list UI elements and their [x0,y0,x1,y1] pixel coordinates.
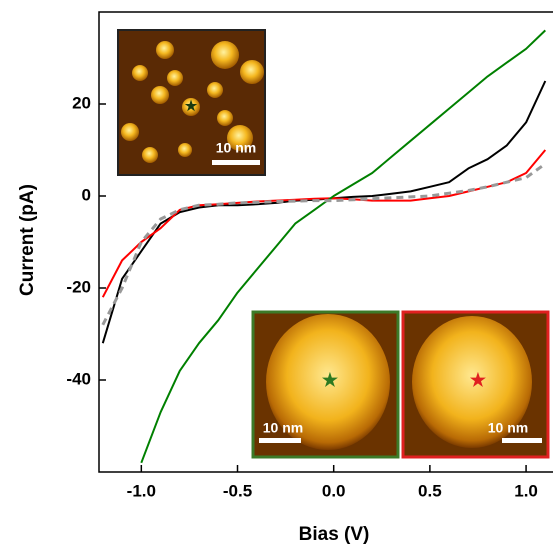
inset-red: ★ 10 nm [401,310,550,459]
svg-text:★: ★ [470,370,487,390]
data-line [140,29,546,464]
y-tick-label: 0 [82,185,91,204]
inset-green: ★ 10 nm [251,310,400,459]
scale-label: 10 nm [263,420,303,436]
plot-area [101,29,547,464]
svg-text:★: ★ [322,370,339,390]
y-tick-label: -40 [66,369,91,388]
x-tick-label: 0.5 [418,481,442,500]
x-tick-label: 1.0 [514,481,538,500]
data-line [101,162,547,326]
x-tick-label: -1.0 [127,481,156,500]
x-tick-label: 0.0 [322,481,346,500]
scale-label: 10 nm [488,420,528,436]
inset-overview: ★ 10 nm [117,29,266,176]
y-tick-label: -20 [66,277,91,296]
y-tick-label: 20 [72,93,91,112]
x-tick-label: -0.5 [223,481,252,500]
y-axis-label: Current (pA) [17,184,38,296]
x-axis-label: Bias (V) [299,524,370,545]
scale-label: 10 nm [216,140,256,156]
plot-frame [98,11,553,473]
svg-text:★: ★ [185,98,198,114]
